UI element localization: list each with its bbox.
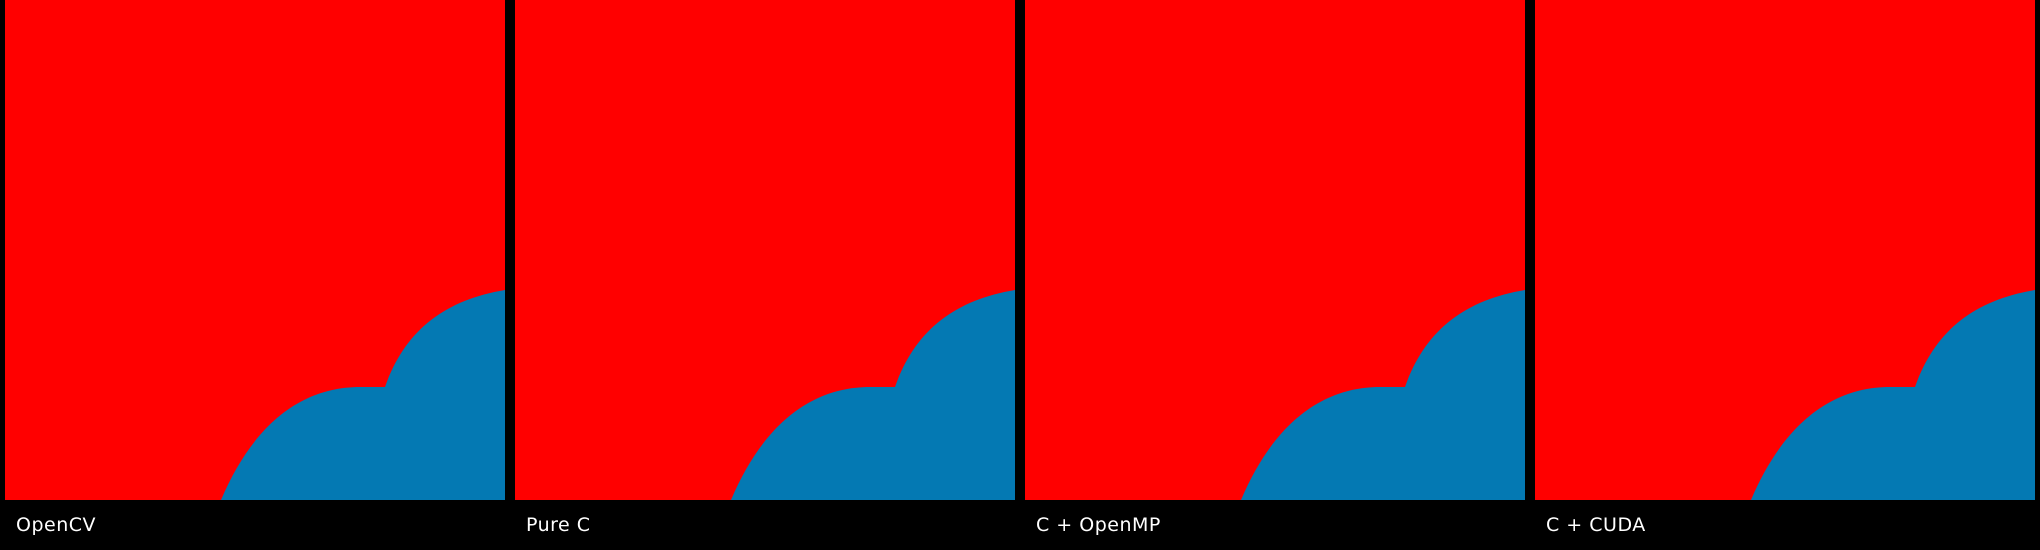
image-canvas <box>515 0 1015 500</box>
image-canvas <box>1025 0 1525 500</box>
blue-region <box>1241 290 1525 500</box>
result-image-c-cuda <box>1535 0 2035 500</box>
caption-opencv: OpenCV <box>16 514 97 536</box>
image-canvas <box>1535 0 2035 500</box>
result-image-opencv <box>5 0 505 500</box>
caption-pure-c: Pure C <box>526 514 591 536</box>
result-image-pure-c <box>515 0 1015 500</box>
caption-c-cuda: C + CUDA <box>1546 514 1646 536</box>
caption-c-openmp: C + OpenMP <box>1036 514 1161 536</box>
blue-region <box>221 290 505 500</box>
image-canvas <box>5 0 505 500</box>
blue-region <box>731 290 1015 500</box>
blue-region <box>1751 290 2035 500</box>
result-image-c-openmp <box>1025 0 1525 500</box>
